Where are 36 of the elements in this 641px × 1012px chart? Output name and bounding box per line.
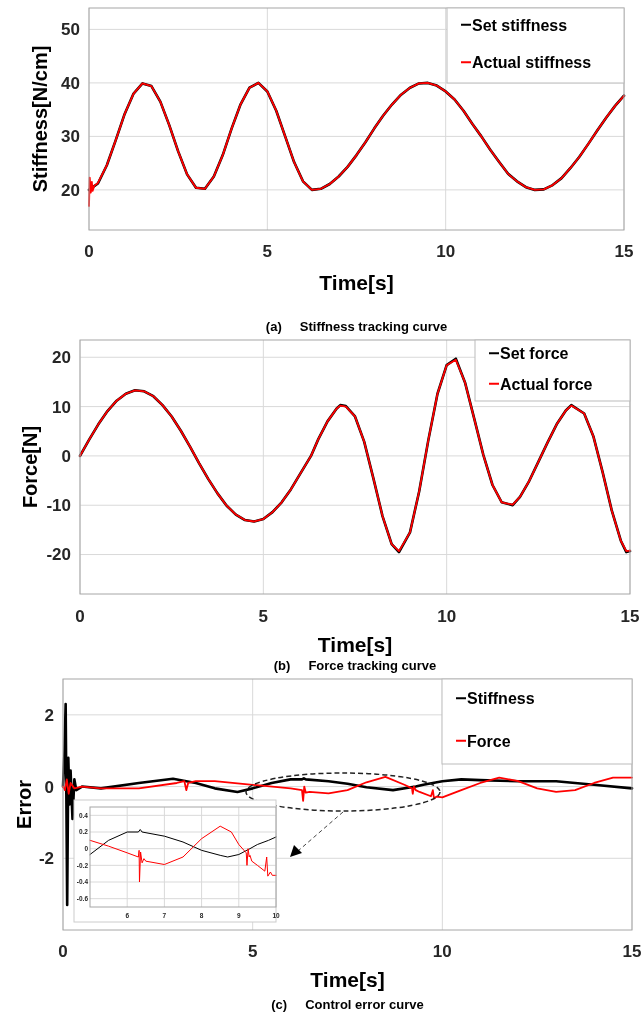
- y-axis-title: Error: [13, 779, 35, 829]
- legend-label: Actual stiffness: [472, 54, 592, 72]
- x-tick-label: 15: [614, 242, 634, 261]
- x-axis-title: Time[s]: [310, 968, 385, 991]
- y-tick-label: -20: [46, 545, 71, 565]
- x-tick-label: 5: [258, 607, 269, 626]
- legend-label: Actual force: [500, 375, 593, 393]
- legend-label: Set stiffness: [472, 16, 568, 34]
- text: (a) Stiffness tracking curve: [265, 319, 448, 334]
- y-tick-label: 40: [61, 73, 80, 93]
- y-tick-label: -2: [38, 849, 54, 869]
- y-tick-label: 10: [52, 397, 71, 417]
- x-tick-label: 15: [620, 607, 640, 626]
- x-tick-label: 5: [262, 242, 273, 261]
- y-tick-label: 0: [44, 777, 54, 797]
- y-tick-label: -10: [46, 496, 71, 516]
- legend-label: Set force: [500, 345, 569, 363]
- y-tick-label: 20: [61, 180, 80, 200]
- legend-label: Stiffness: [467, 690, 535, 708]
- text: (c) Control error curve: [271, 997, 424, 1012]
- y-axis-title: Force[N]: [19, 425, 41, 509]
- x-tick-label: 5: [247, 942, 258, 961]
- x-axis-title: Time[s]: [317, 633, 393, 656]
- y-tick-label: 50: [61, 20, 80, 40]
- y-tick-label: 0: [61, 446, 71, 466]
- y-tick-label: 2: [44, 705, 54, 725]
- x-tick-label: 10: [432, 942, 452, 961]
- text: (b) Force tracking curve: [273, 658, 437, 673]
- x-axis-title: Time[s]: [319, 271, 394, 294]
- x-tick-label: 10: [436, 242, 456, 261]
- y-axis-title: Stiffness[N/cm]: [29, 45, 51, 193]
- y-tick-label: 30: [61, 127, 80, 147]
- y-tick-label: 20: [52, 348, 71, 368]
- x-tick-label: 10: [437, 607, 457, 626]
- legend-label: Force: [467, 732, 511, 750]
- x-tick-label: 15: [622, 942, 641, 961]
